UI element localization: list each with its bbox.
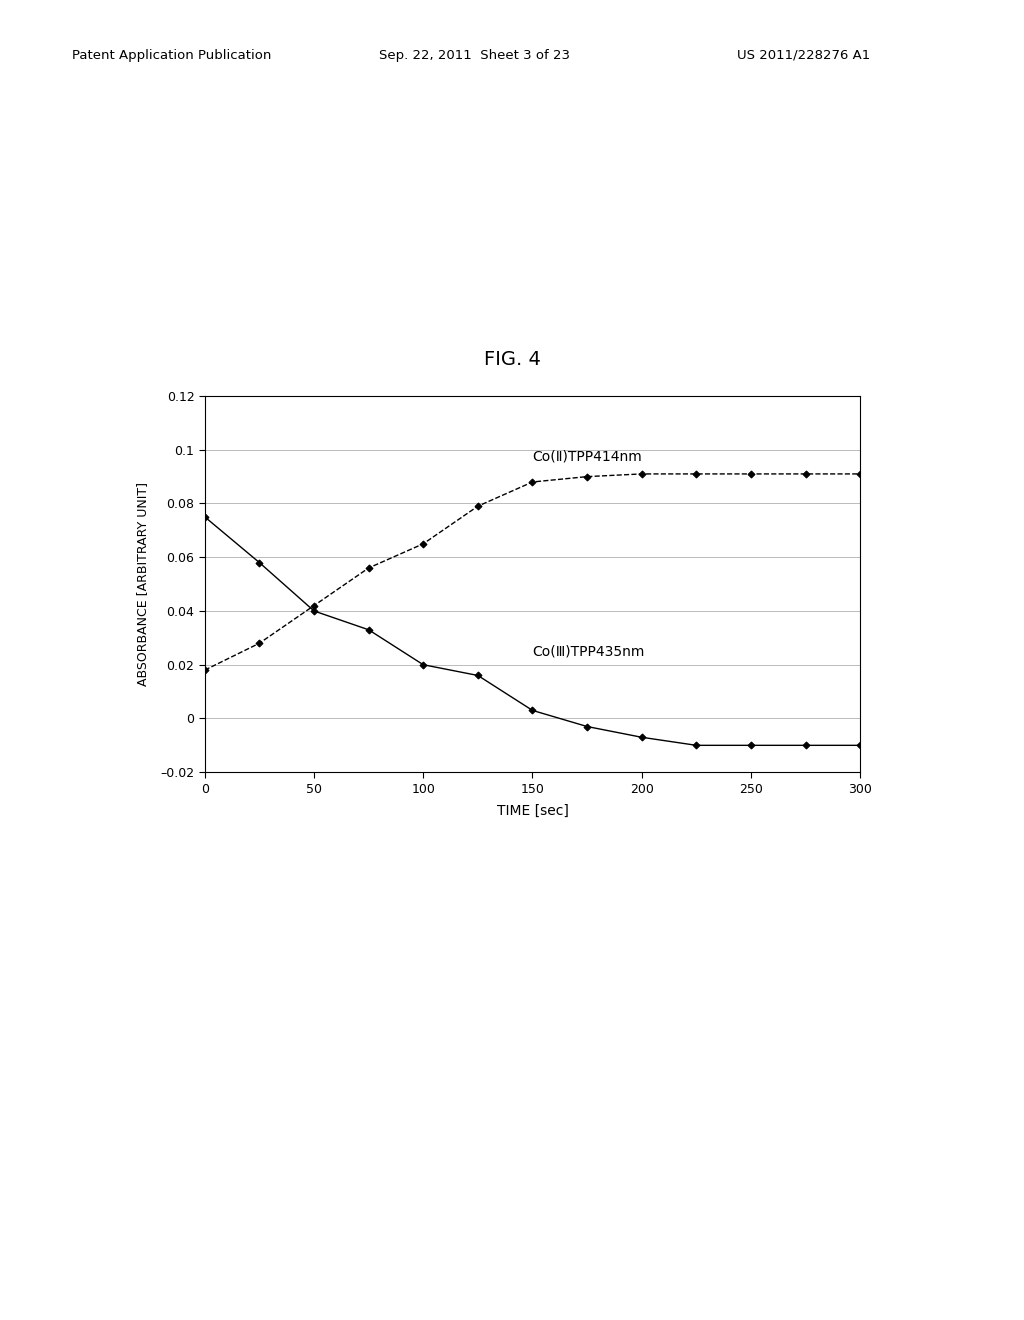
Y-axis label: ABSORBANCE [ARBITRARY UNIT]: ABSORBANCE [ARBITRARY UNIT] xyxy=(136,482,150,686)
Text: US 2011/228276 A1: US 2011/228276 A1 xyxy=(737,49,870,62)
Text: FIG. 4: FIG. 4 xyxy=(483,350,541,368)
Text: Sep. 22, 2011  Sheet 3 of 23: Sep. 22, 2011 Sheet 3 of 23 xyxy=(379,49,570,62)
Text: Patent Application Publication: Patent Application Publication xyxy=(72,49,271,62)
X-axis label: TIME [sec]: TIME [sec] xyxy=(497,804,568,818)
Text: Co(Ⅲ)TPP435nm: Co(Ⅲ)TPP435nm xyxy=(532,644,645,659)
Text: Co(Ⅱ)TPP414nm: Co(Ⅱ)TPP414nm xyxy=(532,449,642,463)
